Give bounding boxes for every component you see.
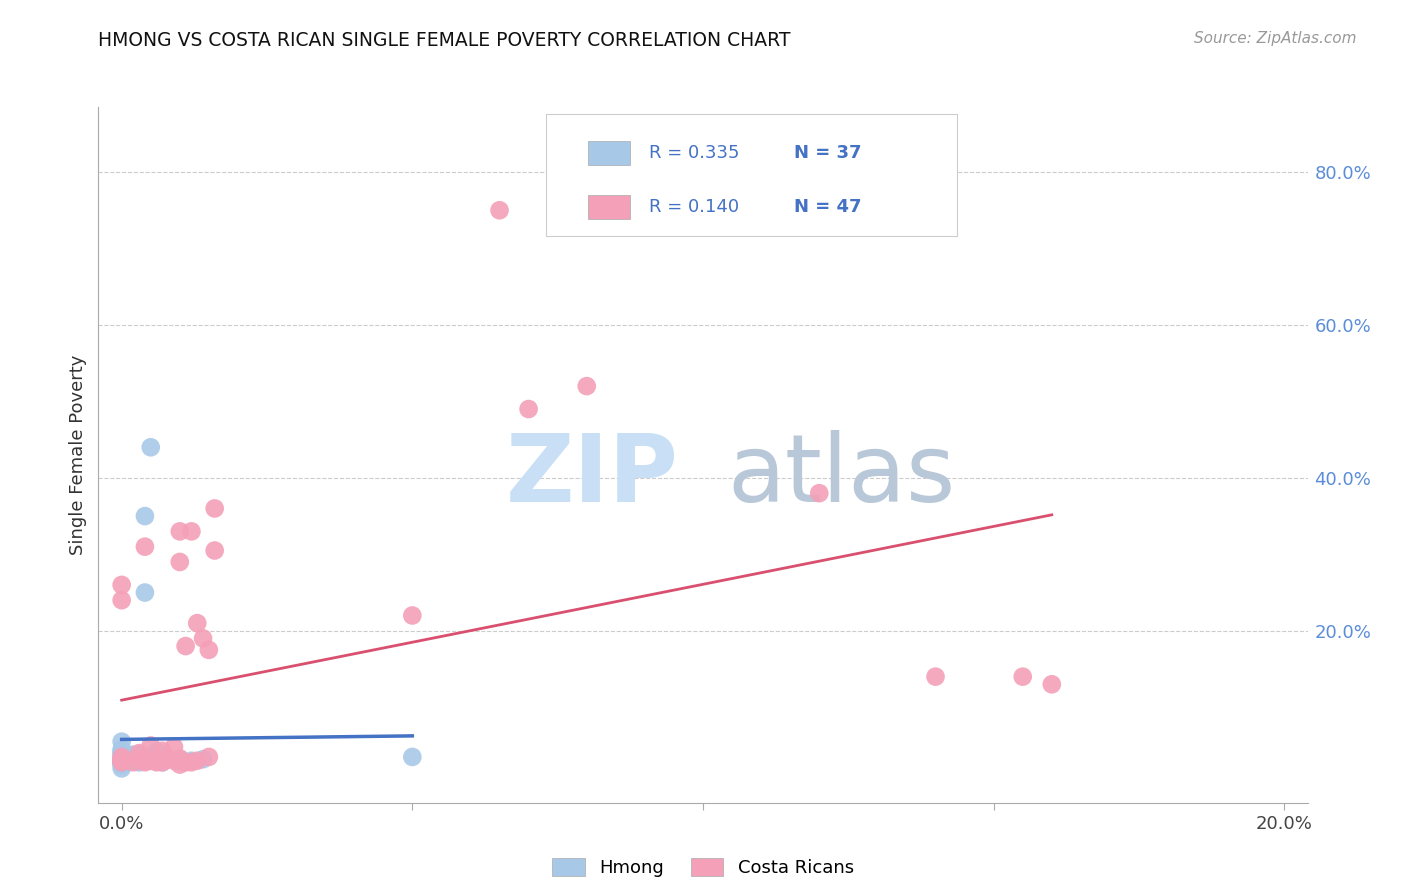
Point — [111, 752, 134, 766]
FancyBboxPatch shape — [588, 141, 630, 166]
Point — [163, 739, 186, 754]
Point — [111, 747, 134, 762]
Point — [128, 747, 150, 762]
Point — [169, 757, 191, 772]
Point — [128, 756, 150, 770]
Point — [1040, 677, 1063, 691]
Point — [198, 750, 221, 764]
Text: ZIP: ZIP — [506, 430, 679, 522]
Point — [186, 616, 208, 631]
Point — [111, 756, 134, 770]
FancyBboxPatch shape — [588, 195, 630, 219]
Point — [111, 746, 134, 760]
Point — [191, 752, 214, 766]
Point — [150, 756, 173, 770]
Point — [134, 509, 156, 524]
Point — [145, 754, 167, 768]
Point — [111, 752, 134, 766]
Point — [139, 750, 162, 764]
Point — [180, 524, 202, 539]
Point — [111, 754, 134, 768]
Point — [134, 754, 156, 768]
Point — [111, 593, 134, 607]
Point — [488, 203, 510, 218]
Point — [111, 761, 134, 775]
Point — [401, 608, 423, 623]
Point — [111, 756, 134, 770]
Point — [204, 501, 226, 516]
Point — [139, 739, 162, 753]
Point — [145, 745, 167, 759]
Point — [111, 756, 134, 771]
Point — [186, 754, 208, 768]
Point — [180, 754, 202, 768]
Point — [122, 756, 145, 770]
Point — [111, 754, 134, 768]
Point — [180, 756, 202, 770]
Point — [191, 632, 214, 646]
Point — [174, 756, 197, 770]
Point — [169, 752, 191, 766]
FancyBboxPatch shape — [546, 114, 957, 235]
Point — [128, 746, 150, 760]
Point — [117, 756, 139, 770]
Point — [145, 756, 167, 770]
Point — [111, 756, 134, 770]
Point — [150, 756, 173, 770]
Point — [128, 754, 150, 768]
Point — [111, 754, 134, 768]
Text: HMONG VS COSTA RICAN SINGLE FEMALE POVERTY CORRELATION CHART: HMONG VS COSTA RICAN SINGLE FEMALE POVER… — [98, 31, 792, 50]
Text: atlas: atlas — [727, 430, 956, 522]
Point — [204, 543, 226, 558]
Point — [111, 742, 134, 756]
Point — [117, 747, 139, 762]
Point — [139, 754, 162, 768]
Point — [145, 754, 167, 768]
Point — [111, 754, 134, 768]
Point — [145, 751, 167, 765]
Text: R = 0.335: R = 0.335 — [648, 145, 740, 162]
Point — [134, 585, 156, 599]
Point — [111, 750, 134, 764]
Point — [139, 754, 162, 768]
Point — [517, 402, 540, 417]
Point — [198, 643, 221, 657]
Point — [169, 524, 191, 539]
Point — [111, 757, 134, 772]
Point — [169, 754, 191, 768]
Point — [139, 440, 162, 454]
Legend: Hmong, Costa Ricans: Hmong, Costa Ricans — [546, 850, 860, 884]
Point — [174, 639, 197, 653]
Text: N = 47: N = 47 — [793, 198, 862, 216]
Point — [117, 754, 139, 768]
Point — [163, 754, 186, 768]
Point — [134, 540, 156, 554]
Point — [1011, 670, 1033, 684]
Point — [111, 745, 134, 759]
Point — [808, 486, 831, 500]
Point — [157, 751, 180, 765]
Point — [134, 756, 156, 770]
Point — [924, 670, 946, 684]
Point — [122, 754, 145, 768]
Point — [401, 750, 423, 764]
Point — [117, 754, 139, 768]
Text: Source: ZipAtlas.com: Source: ZipAtlas.com — [1194, 31, 1357, 46]
Point — [128, 751, 150, 765]
Point — [169, 751, 191, 765]
Text: N = 37: N = 37 — [793, 145, 862, 162]
Y-axis label: Single Female Poverty: Single Female Poverty — [69, 355, 87, 555]
Point — [150, 744, 173, 758]
Point — [111, 578, 134, 592]
Point — [111, 754, 134, 768]
Point — [169, 555, 191, 569]
Point — [111, 750, 134, 764]
Text: R = 0.140: R = 0.140 — [648, 198, 738, 216]
Point — [111, 734, 134, 748]
Point — [122, 747, 145, 762]
Point — [575, 379, 598, 393]
Point — [111, 754, 134, 768]
